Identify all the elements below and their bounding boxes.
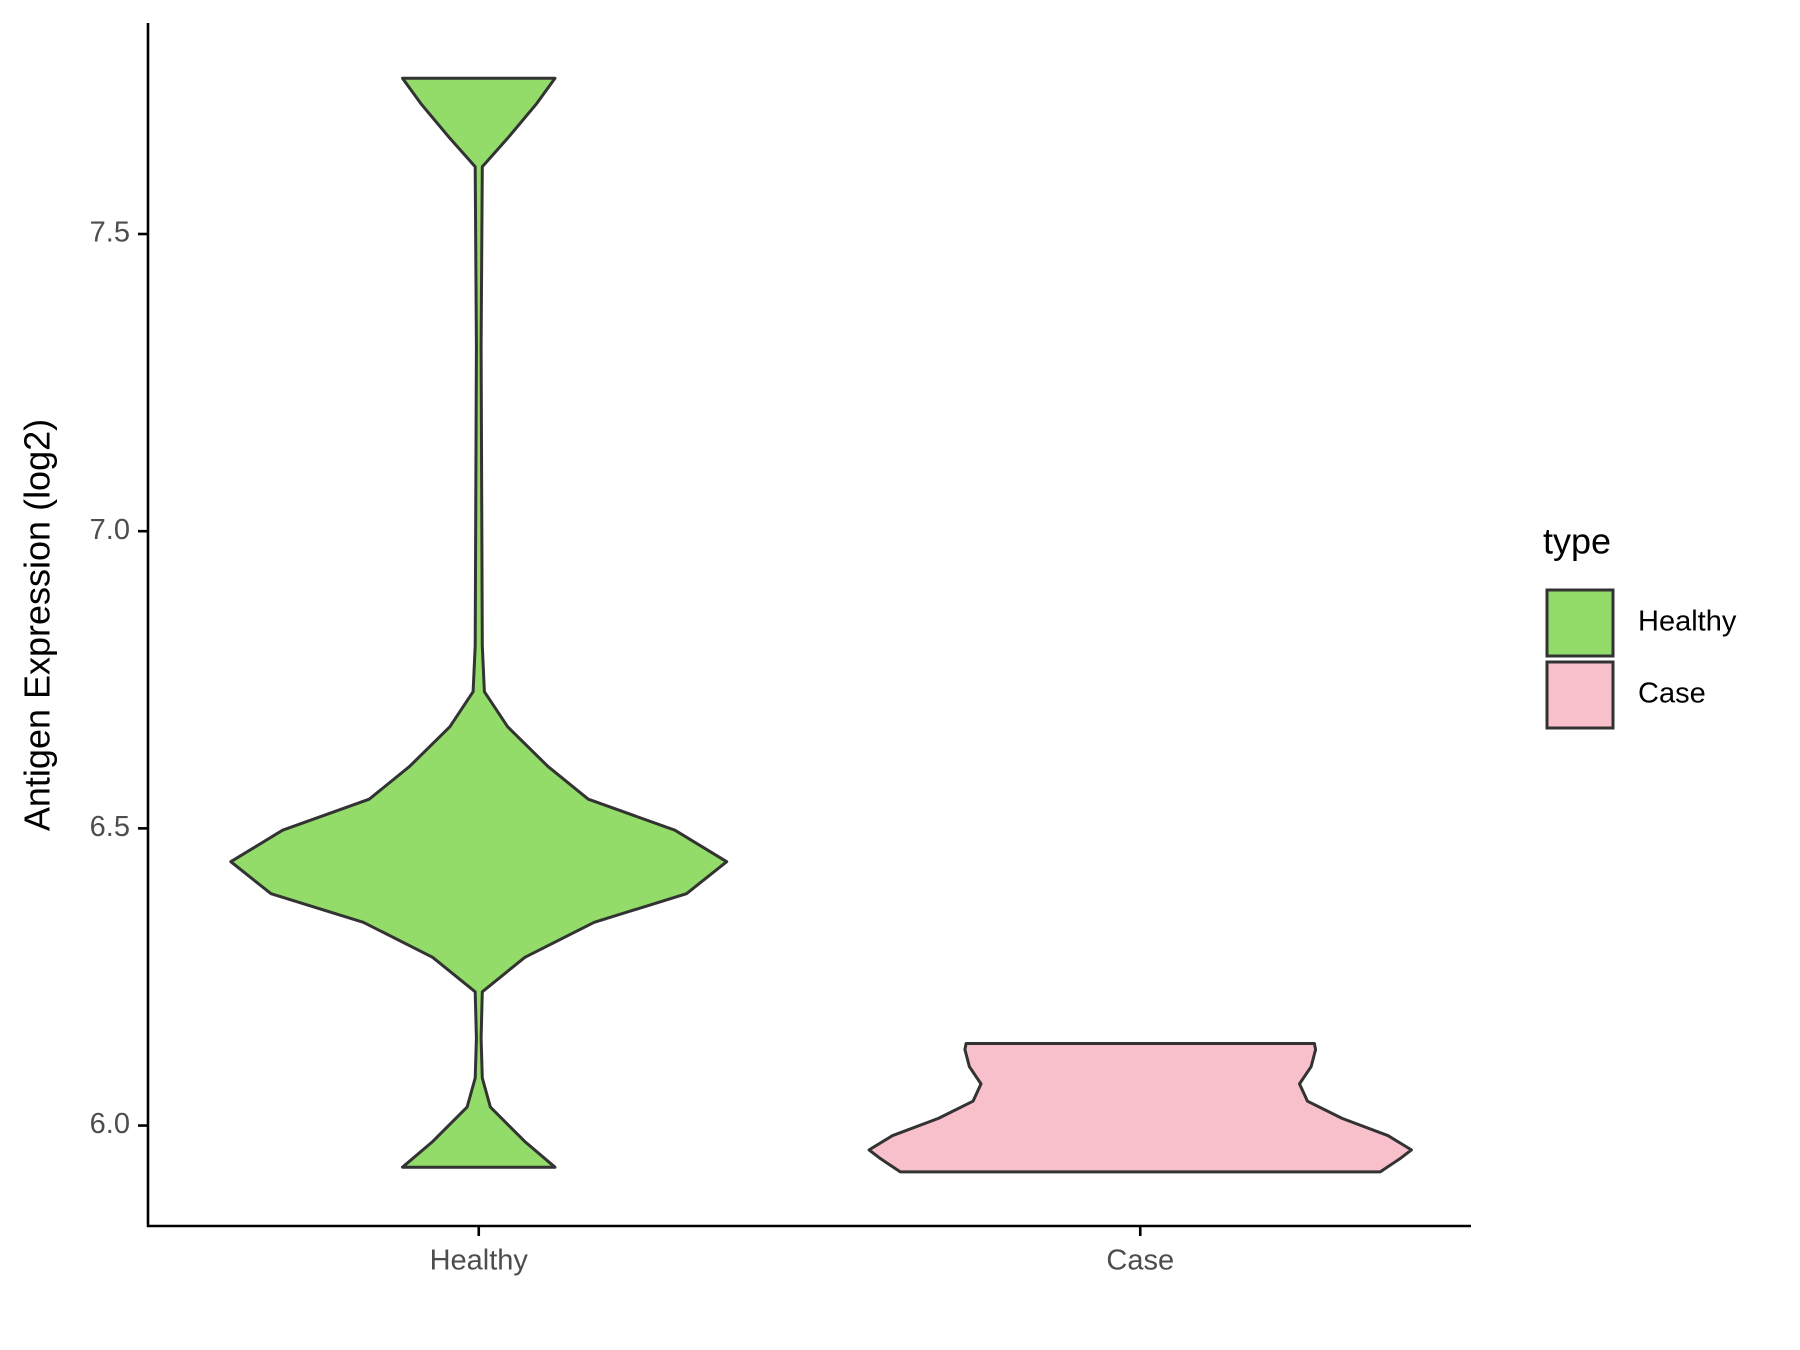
violin <box>229 76 729 1169</box>
y-tick-label: 7.0 <box>90 514 130 546</box>
legend-swatch <box>1545 588 1615 658</box>
legend-label: Healthy <box>1638 606 1737 638</box>
x-tick-label: Healthy <box>430 1245 529 1277</box>
y-axis-title: Antigen Expression (log2) <box>17 419 58 831</box>
y-tick-label: 6.5 <box>90 811 130 843</box>
y-tick-label: 6.0 <box>90 1108 130 1140</box>
legend-swatch <box>1545 660 1615 730</box>
violin <box>867 1042 1413 1174</box>
legend-title: type <box>1543 521 1611 562</box>
x-tick-label: Case <box>1106 1245 1174 1277</box>
y-tick-label: 7.5 <box>90 217 130 249</box>
legend-label: Case <box>1638 678 1706 710</box>
